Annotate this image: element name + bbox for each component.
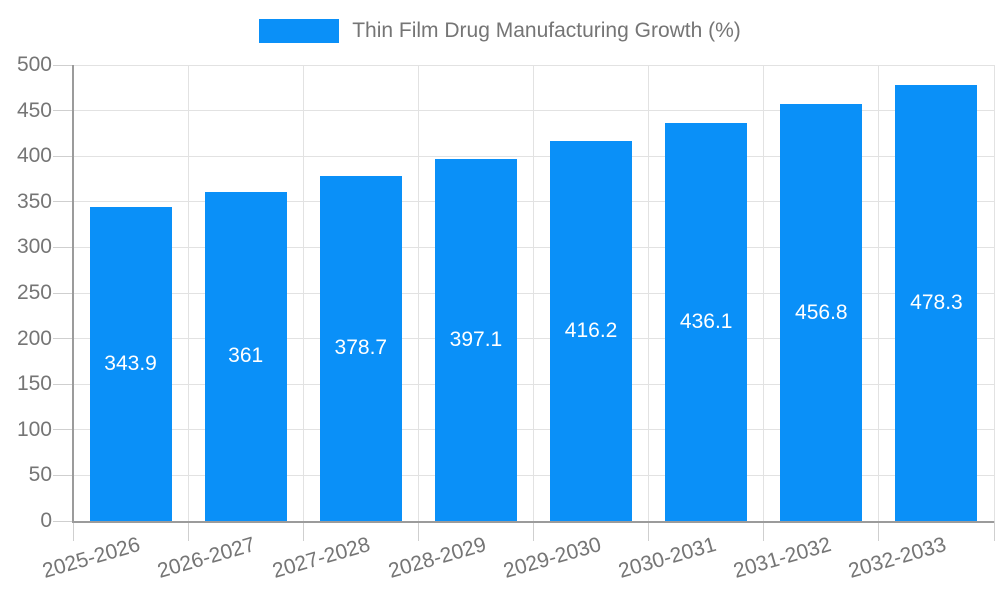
x-axis-tick xyxy=(878,521,880,541)
y-axis-label: 50 xyxy=(28,463,52,487)
legend-label: Thin Film Drug Manufacturing Growth (%) xyxy=(352,19,741,42)
y-axis-tick xyxy=(53,429,73,431)
x-axis-tick xyxy=(72,521,74,541)
y-axis-label: 300 xyxy=(16,235,52,259)
y-axis-label: 150 xyxy=(16,372,52,396)
x-axis-label: 2027-2028 xyxy=(270,533,374,583)
x-gridline xyxy=(993,65,995,521)
bar-value-label: 343.9 xyxy=(104,352,157,376)
x-axis-tick xyxy=(417,521,419,541)
bar-value-label: 361 xyxy=(228,344,264,368)
y-axis-tick xyxy=(53,383,73,385)
x-axis-label: 2032-2033 xyxy=(845,533,949,583)
x-axis-label: 2028-2029 xyxy=(385,533,489,583)
legend-item[interactable]: Thin Film Drug Manufacturing Growth (%) xyxy=(0,16,1000,46)
y-axis-tick xyxy=(53,110,73,112)
y-axis-tick xyxy=(53,338,73,340)
y-axis-label: 450 xyxy=(16,98,52,122)
x-axis-label: 2029-2030 xyxy=(500,533,604,583)
y-axis-tick xyxy=(53,292,73,294)
y-axis-label: 100 xyxy=(16,417,52,441)
bar xyxy=(434,158,517,521)
x-axis-tick xyxy=(533,521,534,541)
y-axis-tick xyxy=(53,474,73,476)
x-axis-label: 2031-2032 xyxy=(730,533,834,583)
legend-swatch-icon xyxy=(259,19,340,43)
x-axis-tick xyxy=(187,521,189,541)
y-axis-tick xyxy=(53,64,73,66)
x-gridline xyxy=(187,65,189,521)
y-axis-label: 250 xyxy=(16,281,52,304)
bar xyxy=(204,191,287,521)
bar xyxy=(550,141,633,521)
bar-value-label: 397.1 xyxy=(449,327,503,351)
x-gridline xyxy=(417,65,419,521)
bar xyxy=(319,175,402,521)
x-gridline xyxy=(533,65,534,521)
bar xyxy=(780,104,863,521)
x-axis-tick xyxy=(302,521,304,541)
x-axis-tick xyxy=(648,521,650,541)
y-axis-tick xyxy=(53,246,73,248)
y-axis-line xyxy=(72,65,74,523)
y-axis-label: 200 xyxy=(16,326,52,350)
bar xyxy=(895,84,978,521)
bar xyxy=(665,123,748,521)
y-axis-tick xyxy=(53,520,73,522)
x-gridline xyxy=(763,65,765,521)
x-gridline xyxy=(878,65,880,521)
x-axis-label: 2030-2031 xyxy=(615,533,719,583)
bar-value-label: 416.2 xyxy=(564,319,618,343)
y-axis-tick xyxy=(53,155,73,157)
y-axis-tick xyxy=(53,201,73,203)
x-axis-label: 2026-2027 xyxy=(155,533,259,583)
x-axis-line xyxy=(73,521,994,523)
bar xyxy=(89,207,172,521)
bar-value-label: 436.1 xyxy=(679,310,733,334)
bar-value-label: 478.3 xyxy=(910,290,963,314)
x-gridline xyxy=(648,65,650,521)
x-axis-tick xyxy=(763,521,765,541)
y-axis-label: 350 xyxy=(16,189,52,213)
bar-value-label: 378.7 xyxy=(334,336,388,360)
x-gridline xyxy=(302,65,304,521)
x-axis-label: 2025-2026 xyxy=(40,533,143,583)
bar-value-label: 456.8 xyxy=(795,300,848,324)
y-axis-label: 400 xyxy=(16,144,52,168)
y-axis-label: 500 xyxy=(16,53,52,76)
y-axis-label: 0 xyxy=(40,509,52,532)
x-axis-tick xyxy=(993,521,995,541)
